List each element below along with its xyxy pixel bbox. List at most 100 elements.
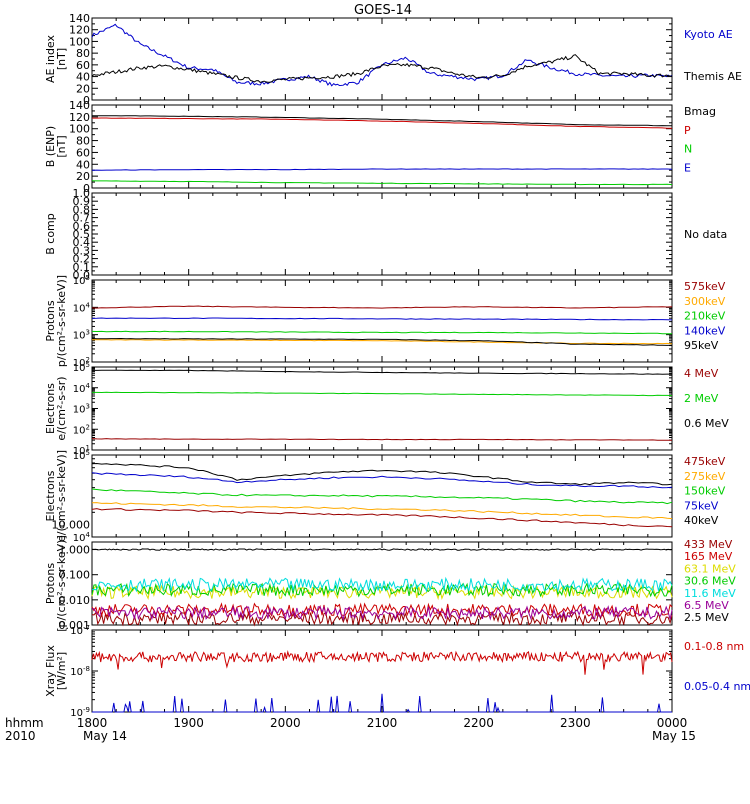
panel-frame	[91, 366, 673, 451]
y-tick-exponent: 4	[86, 531, 91, 539]
y-tick-label: 120	[69, 24, 90, 37]
legend-item: 30.6 MeV	[684, 575, 736, 588]
series-line-themis-ae	[91, 54, 673, 83]
y-tick-label: 80	[76, 135, 90, 148]
time-axis-corner-bottom: 2010	[5, 729, 36, 743]
y-tick-label: 0	[83, 94, 90, 107]
legend-item: 40keV	[684, 514, 719, 527]
y-axis-label: B comp	[44, 213, 57, 255]
legend-item: N	[684, 143, 692, 156]
series-line-95kev	[91, 337, 673, 346]
legend-item: 300keV	[684, 295, 726, 308]
time-tick-label: 2100	[367, 716, 398, 730]
y-axis-label: e/(cm²-s-sr)	[55, 376, 68, 440]
y-axis-label: Electrons	[44, 383, 57, 434]
y-tick-exponent: -7	[83, 624, 90, 632]
legend-item: 2.5 MeV	[684, 611, 729, 624]
y-tick-label: 104	[73, 301, 91, 314]
y-tick-label: 105	[73, 274, 90, 287]
y-tick-label: 103	[73, 329, 90, 342]
panel-frame	[91, 279, 673, 363]
legend-item: 575keV	[684, 280, 726, 293]
legend-item: 433 MeV	[684, 538, 733, 551]
time-tick-label: 1800	[77, 716, 108, 730]
legend-item: 11.6 MeV	[684, 587, 736, 600]
legend-item: 0.1-0.8 nm	[684, 640, 744, 653]
panel-7: 0.001 0.010 0.100 1.000 10.000 Protons[p/(cm²…	[44, 518, 736, 632]
legend-item: 165 MeV	[684, 550, 733, 563]
time-tick-label: 0000	[657, 716, 688, 730]
y-tick-label: 100	[69, 35, 90, 48]
series-line-bmag	[91, 115, 672, 127]
series-line-p	[92, 117, 672, 129]
y-axis-label: [W/m²]	[55, 652, 68, 690]
y-tick-label: 0.9	[73, 195, 91, 208]
series-line-210kev	[91, 330, 672, 335]
y-tick-exponent: 2	[86, 423, 90, 431]
y-tick-label: 1.000	[59, 544, 91, 557]
y-tick-exponent: 2	[86, 356, 90, 364]
y-tick-exponent: 1	[86, 444, 90, 452]
legend-item: 0.6 MeV	[684, 417, 729, 430]
series-line-475kev	[91, 508, 673, 528]
series-line-4-mev	[91, 438, 673, 441]
legend-item: 63.1 MeV	[684, 562, 736, 575]
y-tick-exponent: 4	[86, 382, 91, 390]
series-line-275kev	[91, 502, 673, 520]
legend-item: 0.05-0.4 nm	[684, 680, 750, 693]
y-axis-label: [p/(cm²-s-sr-keV)]	[55, 535, 68, 632]
y-tick-label: 0.8	[73, 203, 91, 216]
legend-item: 140keV	[684, 324, 726, 337]
legend-item: 6.5 MeV	[684, 599, 729, 612]
y-tick-label: 40	[76, 71, 90, 84]
time-axis-end-date: May 15	[652, 729, 696, 743]
y-axis-label: Protons	[44, 563, 57, 604]
y-tick-label: 104	[73, 531, 91, 544]
legend-item: 95keV	[684, 339, 719, 352]
y-tick-label: 20	[76, 170, 90, 183]
time-tick-label: 2300	[560, 716, 591, 730]
time-tick-label: 2000	[270, 716, 301, 730]
y-tick-label: 0	[83, 182, 90, 195]
y-tick-label: 80	[76, 47, 90, 60]
series-line-40kev	[91, 462, 673, 486]
y-tick-label: 40	[76, 158, 90, 171]
y-tick-label: 103	[73, 403, 90, 416]
series-line-300kev	[91, 339, 673, 345]
time-axis-corner-top: hhmm	[5, 716, 44, 730]
time-axis: hhmm 2010 May 14 May 15 1800 1900 2000 2100…	[5, 716, 696, 743]
panel-frame	[91, 104, 673, 189]
y-tick-label: 60	[76, 146, 90, 159]
series-line-575kev	[91, 305, 673, 309]
y-tick-label: 0.6	[73, 220, 91, 233]
series-line-140kev	[91, 317, 673, 321]
series-line-2-5-mev	[91, 548, 673, 551]
y-tick-label: 0.4	[73, 236, 91, 249]
y-tick-label: 10-8	[70, 665, 90, 678]
y-tick-label: 105	[73, 449, 90, 462]
y-tick-exponent: 5	[86, 361, 90, 369]
legend-item: P	[684, 124, 691, 137]
time-tick-label: 2200	[463, 716, 494, 730]
series-line-e	[91, 168, 673, 171]
y-tick-label: 1.0	[73, 187, 91, 200]
y-axis-label: e/(cm²-s-sr-keV)]	[55, 450, 68, 542]
series-line-n	[91, 180, 673, 186]
y-tick-label: 0.1	[73, 261, 91, 274]
y-tick-label: 10.000	[52, 518, 91, 531]
legend-item: 210keV	[684, 310, 726, 323]
y-axis-label: p/(cm²-s-sr-keV)]	[55, 275, 68, 367]
legend-item: 2 MeV	[684, 392, 719, 405]
chart-title: GOES-14	[354, 3, 412, 18]
series-line-kyoto-ae	[91, 23, 673, 87]
y-tick-label: 0.2	[73, 253, 91, 266]
panel-frame	[91, 17, 673, 101]
y-tick-label: 140	[69, 99, 90, 112]
panel-frame	[91, 192, 673, 276]
series-line-2-mev	[92, 391, 673, 397]
